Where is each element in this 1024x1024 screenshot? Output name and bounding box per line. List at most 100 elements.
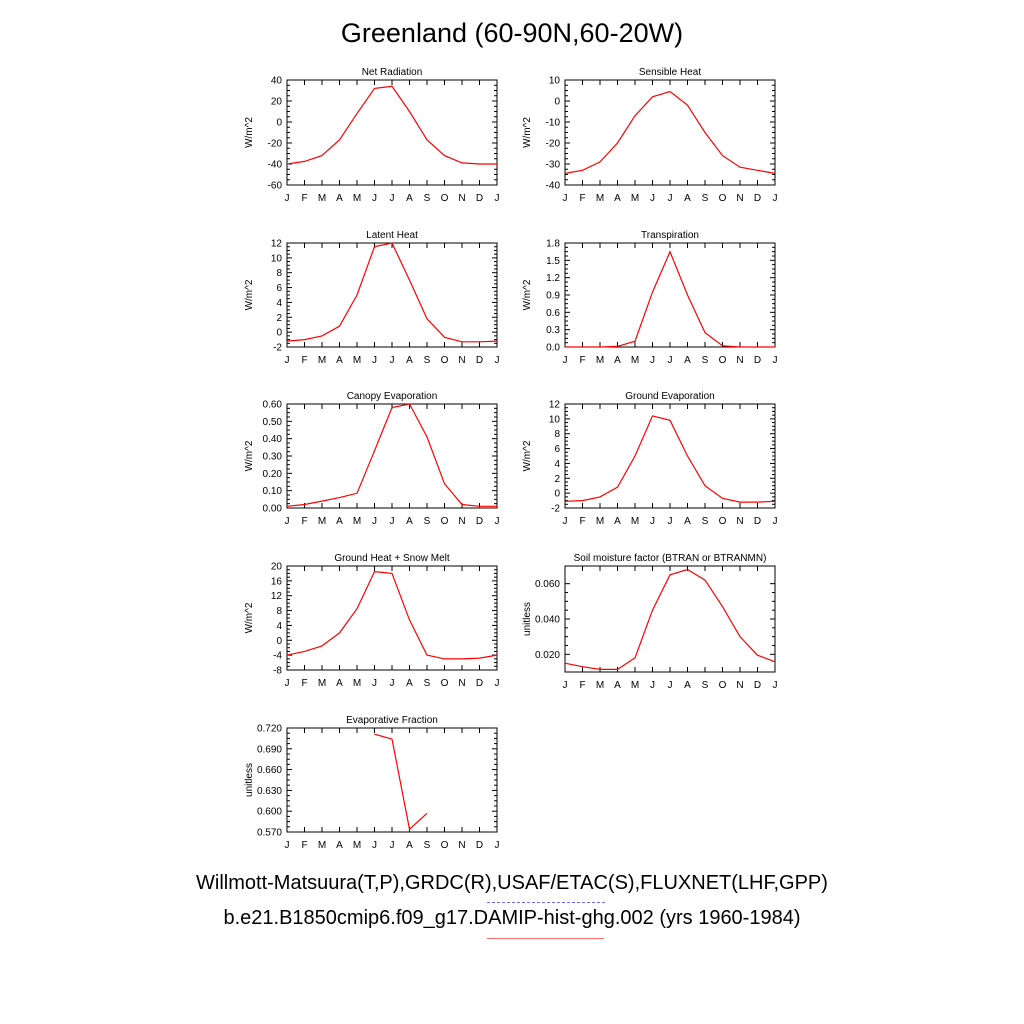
series-line <box>564 415 776 503</box>
x-tick-label: J <box>563 193 568 204</box>
x-tick-label: D <box>476 678 483 689</box>
y-tick-label: 16 <box>271 576 283 587</box>
x-tick-label: D <box>476 840 483 851</box>
y-tick-label: 0.50 <box>263 417 283 428</box>
x-tick-label: A <box>336 355 343 366</box>
x-tick-label: F <box>579 680 585 691</box>
y-axis-label: W/m^2 <box>522 117 533 148</box>
x-tick-label: M <box>596 193 604 204</box>
x-tick-label: J <box>495 678 500 689</box>
panel-title: Transpiration <box>641 230 699 241</box>
y-tick-label: 10 <box>549 76 561 87</box>
x-tick-label: N <box>736 355 743 366</box>
series-line <box>374 733 428 831</box>
x-tick-label: J <box>563 680 568 691</box>
x-tick-label: M <box>318 193 326 204</box>
x-tick-label: M <box>631 680 639 691</box>
y-tick-label: -40 <box>268 160 283 171</box>
y-tick-label: 2 <box>554 474 560 485</box>
y-tick-label: -8 <box>273 666 282 677</box>
x-tick-label: N <box>458 840 465 851</box>
x-tick-label: F <box>301 355 307 366</box>
x-tick-label: J <box>390 516 395 527</box>
y-tick-label: 0.600 <box>257 807 282 818</box>
y-tick-label: 0.720 <box>257 724 282 735</box>
y-axis-label: W/m^2 <box>522 440 533 471</box>
y-tick-label: 12 <box>271 239 283 250</box>
x-tick-label: D <box>754 680 761 691</box>
panel-title: Net Radiation <box>362 67 423 78</box>
plot-frame <box>564 79 776 186</box>
x-tick-label: S <box>702 193 709 204</box>
x-tick-label: J <box>285 193 290 204</box>
y-tick-label: 0.40 <box>263 434 283 445</box>
y-tick-label: -10 <box>546 118 561 129</box>
x-tick-label: S <box>702 680 709 691</box>
y-tick-label: 6 <box>276 283 282 294</box>
series-line <box>286 85 497 165</box>
plot-frame <box>286 565 498 671</box>
y-tick-label: 0.020 <box>535 650 560 661</box>
x-tick-label: F <box>579 193 585 204</box>
x-tick-label: A <box>684 193 691 204</box>
x-tick-label: J <box>390 678 395 689</box>
series-line <box>564 90 776 174</box>
plot-frame <box>564 565 776 673</box>
y-tick-label: 0.630 <box>257 786 282 797</box>
x-tick-label: J <box>650 516 655 527</box>
y-axis-label: W/m^2 <box>244 279 255 310</box>
x-tick-label: J <box>668 355 673 366</box>
x-tick-label: D <box>754 355 761 366</box>
y-axis-label: W/m^2 <box>522 279 533 310</box>
y-tick-label: 0.30 <box>263 452 283 463</box>
y-tick-label: 4 <box>554 459 560 470</box>
x-tick-label: F <box>579 355 585 366</box>
x-tick-label: N <box>458 678 465 689</box>
y-tick-label: 8 <box>554 429 560 440</box>
series-line <box>286 570 498 660</box>
y-tick-label: 4 <box>276 298 282 309</box>
y-tick-label: -4 <box>273 651 282 662</box>
x-tick-label: J <box>390 840 395 851</box>
x-tick-label: M <box>318 840 326 851</box>
x-tick-label: M <box>596 516 604 527</box>
x-tick-label: D <box>754 193 761 204</box>
x-tick-label: M <box>631 355 639 366</box>
y-tick-label: 0.00 <box>263 504 283 515</box>
x-tick-label: F <box>579 516 585 527</box>
x-tick-label: D <box>476 355 483 366</box>
x-tick-label: J <box>372 678 377 689</box>
x-tick-label: O <box>719 516 727 527</box>
panel-title: Canopy Evaporation <box>347 391 438 402</box>
x-tick-label: D <box>476 193 483 204</box>
y-tick-label: 10 <box>271 253 283 264</box>
x-tick-label: J <box>495 355 500 366</box>
x-tick-label: J <box>372 516 377 527</box>
x-tick-label: M <box>353 355 361 366</box>
y-tick-label: 0.10 <box>263 486 283 497</box>
y-axis-label: W/m^2 <box>244 440 255 471</box>
panel-title: Soil moisture factor (BTRAN or BTRANMN) <box>574 553 767 564</box>
x-tick-label: J <box>563 355 568 366</box>
y-axis-label: W/m^2 <box>244 117 255 148</box>
x-tick-label: F <box>301 840 307 851</box>
obs-legend-line <box>487 902 605 903</box>
y-tick-label: 0.6 <box>546 308 560 319</box>
x-tick-label: F <box>301 193 307 204</box>
x-tick-label: O <box>441 516 449 527</box>
y-tick-label: 2 <box>276 313 282 324</box>
x-tick-label: M <box>353 516 361 527</box>
y-tick-label: 12 <box>271 591 283 602</box>
page-title: Greenland (60-90N,60-20W) <box>340 18 684 48</box>
x-tick-label: J <box>285 840 290 851</box>
y-tick-label: -2 <box>273 343 282 354</box>
x-tick-label: A <box>336 193 343 204</box>
x-tick-label: A <box>614 193 621 204</box>
x-tick-label: O <box>441 193 449 204</box>
x-tick-label: J <box>668 680 673 691</box>
x-tick-label: A <box>614 355 621 366</box>
y-tick-label: 8 <box>276 606 282 617</box>
x-tick-label: J <box>650 193 655 204</box>
